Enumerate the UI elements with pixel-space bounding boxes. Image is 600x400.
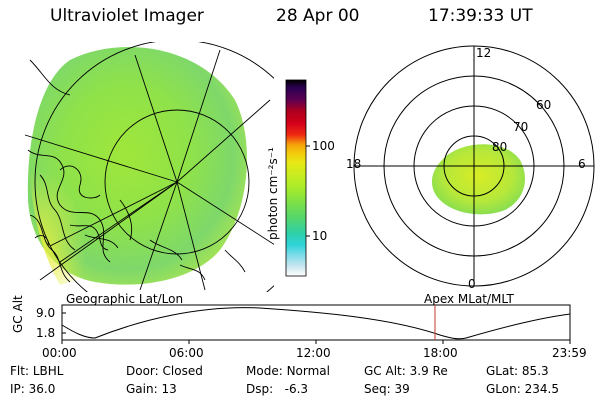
auroral-oval [431, 144, 525, 215]
instrument-title: Ultraviolet Imager [50, 6, 204, 26]
dsp-field: Dsp: -6.3 [246, 382, 309, 396]
mlt-label-18: 18 [346, 157, 362, 171]
date-label: 28 Apr 00 [276, 6, 360, 26]
colorbar-tick-10: 10 [312, 229, 328, 243]
mode-field: Mode: Normal [246, 364, 330, 378]
door-field: Door: Closed [126, 364, 203, 378]
altitude-curve [61, 307, 571, 340]
graticule-lines [24, 42, 274, 292]
colorbar-tick-100: 100 [312, 139, 335, 153]
coastline-lines [27, 59, 246, 283]
ip-field: IP: 36.0 [10, 382, 56, 396]
timeline-axis-label: GC Alt [11, 295, 25, 333]
lat-label-80: 80 [492, 140, 508, 154]
flt-field: Flt: LBHL [10, 364, 64, 378]
timeline-xtick-0000: 00:00 [42, 346, 77, 360]
mlt-label-6: 6 [578, 157, 586, 171]
timeline-xtick-2359: 23:59 [552, 346, 587, 360]
timeline-xtick-1800: 18:00 [423, 346, 458, 360]
lat-label-60: 60 [536, 98, 552, 112]
lat-label-70: 70 [513, 120, 529, 134]
timeline-ytick-1-8: 1.8 [36, 326, 56, 340]
glon-field: GLon: 234.5 [486, 382, 559, 396]
timeline-ytick-9: 9.0 [36, 306, 56, 320]
glat-field: GLat: 85.3 [486, 364, 549, 378]
gc-alt-field: GC Alt: 3.9 Re [364, 364, 448, 378]
timeline-xtick-0600: 06:00 [169, 346, 204, 360]
timeline-xtick-1200: 12:00 [296, 346, 331, 360]
mlt-label-0: 0 [468, 277, 476, 291]
gain-field: Gain: 13 [126, 382, 177, 396]
time-label: 17:39:33 UT [428, 6, 533, 26]
apex-label: Apex MLat/MLT [424, 292, 514, 306]
geographic-label: Geographic Lat/Lon [66, 292, 184, 306]
mlt-label-12: 12 [476, 46, 492, 60]
seq-field: Seq: 39 [364, 382, 410, 396]
